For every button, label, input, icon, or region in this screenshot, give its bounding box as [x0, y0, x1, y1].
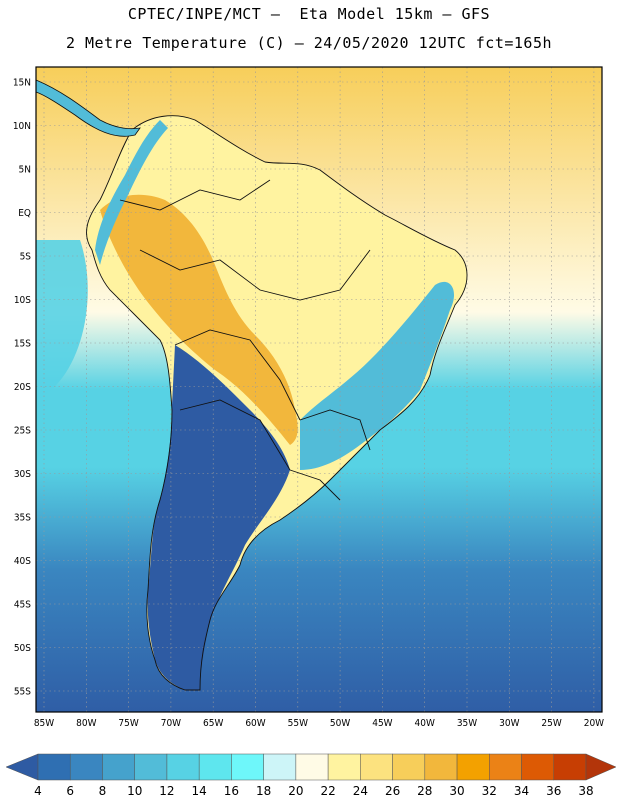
- lon-label: 75W: [118, 718, 138, 729]
- colorbar-cell: [521, 753, 555, 781]
- colorbar-cell: [231, 753, 264, 781]
- longitude-labels: 85W 80W 75W 70W 65W 60W 55W 50W 45W 40W 35W 30W 25W 2…: [34, 718, 604, 729]
- brazil-coast-cool-region: [300, 281, 455, 470]
- lat-label: 5S: [20, 252, 32, 263]
- lat-label: 35S: [14, 513, 31, 524]
- colorbar-label: 10: [127, 784, 142, 798]
- colorbar-label: 20: [288, 784, 303, 798]
- colorbar-label: 4: [34, 784, 42, 798]
- colorbar-cell: [198, 753, 232, 781]
- colorbar-high-arrow: [585, 753, 617, 781]
- colorbar-cell: [295, 753, 329, 781]
- colorbar-cell: [360, 753, 393, 781]
- southern-cone-cold-region: [147, 345, 290, 690]
- lat-label: 10S: [14, 295, 31, 306]
- lon-label: 40W: [415, 718, 435, 729]
- lon-label: 70W: [161, 718, 181, 729]
- central-america: [35, 79, 141, 137]
- colorbar-label: 26: [385, 784, 400, 798]
- lat-label: 55S: [14, 687, 31, 698]
- colorbar-cell: [263, 753, 297, 781]
- lat-label: 50S: [14, 643, 31, 654]
- lat-label: 15N: [13, 78, 31, 89]
- colorbar-label: 16: [224, 784, 239, 798]
- colorbar-label: 12: [159, 784, 174, 798]
- lon-label: 65W: [203, 718, 223, 729]
- colorbar-label: 36: [546, 784, 561, 798]
- colorbar-label: 22: [320, 784, 335, 798]
- map-title-line2: 2 Metre Temperature (C) – 24/05/2020 12U…: [65, 34, 553, 52]
- colorbar-label: 28: [417, 784, 432, 798]
- colorbar-cell: [553, 753, 587, 781]
- map-frame: [35, 66, 603, 713]
- lon-label: 25W: [541, 718, 561, 729]
- andes-cool-strip: [95, 120, 168, 265]
- lon-label: 55W: [288, 718, 308, 729]
- colorbar-cell: [456, 753, 490, 781]
- pacific-cool-band: [36, 240, 88, 400]
- lat-label: 30S: [14, 469, 31, 480]
- colorbar-label: 32: [482, 784, 497, 798]
- lat-label: 25S: [14, 426, 31, 437]
- colorbar-low-arrow: [5, 753, 39, 781]
- temperature-map: 15N 10N 5N EQ 5S 10S 15S 20S 25S 30S 35S 40S 45S 50S 5…: [13, 66, 604, 729]
- lon-label: 60W: [245, 718, 265, 729]
- colorbar-cell: [327, 753, 361, 781]
- lon-label: 50W: [330, 718, 350, 729]
- colorbar-cell: [134, 753, 168, 781]
- colorbar-label: 38: [578, 784, 593, 798]
- colorbar-cell: [424, 753, 458, 781]
- country-borders: [86, 115, 468, 691]
- colorbar-label: 18: [256, 784, 271, 798]
- lon-label: 45W: [372, 718, 392, 729]
- lat-label: 5N: [19, 165, 31, 176]
- colorbar-label: 30: [449, 784, 464, 798]
- colorbar-cell: [102, 753, 135, 781]
- colorbar-label: 34: [514, 784, 529, 798]
- lon-label: 35W: [457, 718, 477, 729]
- lat-label: 45S: [14, 600, 31, 611]
- colorbar-label: 8: [99, 784, 107, 798]
- lat-label: 20S: [14, 382, 31, 393]
- lon-label: 85W: [34, 718, 54, 729]
- colorbar-label: 6: [66, 784, 74, 798]
- colorbar-cell: [392, 753, 426, 781]
- lon-label: 80W: [76, 718, 96, 729]
- colorbar-cell: [489, 753, 522, 781]
- colorbar-label: 14: [192, 784, 207, 798]
- lon-label: 20W: [584, 718, 604, 729]
- map-title-line1: CPTEC/INPE/MCT – Eta Model 15km – GFS: [127, 5, 491, 23]
- colorbar-cell: [69, 753, 103, 781]
- lon-label: 30W: [499, 718, 519, 729]
- lat-label: EQ: [18, 208, 31, 219]
- lat-label: 15S: [14, 339, 31, 350]
- lat-label: 10N: [13, 121, 31, 132]
- latitude-labels: 15N 10N 5N EQ 5S 10S 15S 20S 25S 30S 35S 40S 45S 50S 5…: [13, 78, 31, 698]
- colorbar-label: 24: [353, 784, 368, 798]
- colorbar-cell: [166, 753, 200, 781]
- lat-label: 40S: [14, 556, 31, 567]
- temperature-colorbar: 4 6 8 10 12 14 16 18 20 22 24 26 28 30 32 34 36 38: [5, 753, 617, 798]
- brazil-hot-region: [100, 194, 298, 445]
- colorbar-cell: [37, 753, 71, 781]
